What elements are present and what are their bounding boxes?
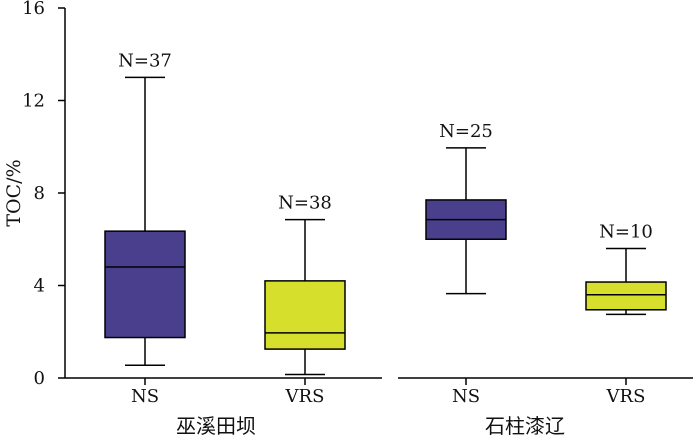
y-tick-label: 4 xyxy=(34,276,45,297)
box-vrs: N=10 xyxy=(585,222,667,316)
iqr-box xyxy=(104,230,186,339)
y-tick-label: 8 xyxy=(34,183,45,204)
y-ticks: 0 4 8 12 16 xyxy=(22,0,65,389)
category-label: VRS xyxy=(606,386,646,407)
y-tick-label: 16 xyxy=(22,0,45,19)
y-tick-label: 0 xyxy=(34,368,45,389)
box-ns: N=37 xyxy=(104,50,186,367)
category-label: VRS xyxy=(285,386,325,407)
boxes: N=37 N=38 N=25 N=10 xyxy=(104,50,667,376)
n-label: N=38 xyxy=(278,193,332,214)
iqr-box xyxy=(264,280,346,350)
category-label: NS xyxy=(452,386,480,407)
n-label: N=37 xyxy=(118,50,172,71)
n-label: N=25 xyxy=(439,121,493,142)
group-label: 石柱漆辽 xyxy=(485,414,565,438)
y-axis-label: TOC/% xyxy=(3,159,25,226)
box-vrs: N=38 xyxy=(264,193,346,376)
n-label: N=10 xyxy=(599,222,653,243)
iqr-box xyxy=(585,281,667,311)
y-tick-label: 12 xyxy=(22,91,45,112)
box-ns: N=25 xyxy=(425,121,507,295)
group-label: 巫溪田坝 xyxy=(176,414,256,438)
y-axis: 0 4 8 12 16 TOC/% xyxy=(3,0,66,389)
category-label: NS xyxy=(131,386,159,407)
